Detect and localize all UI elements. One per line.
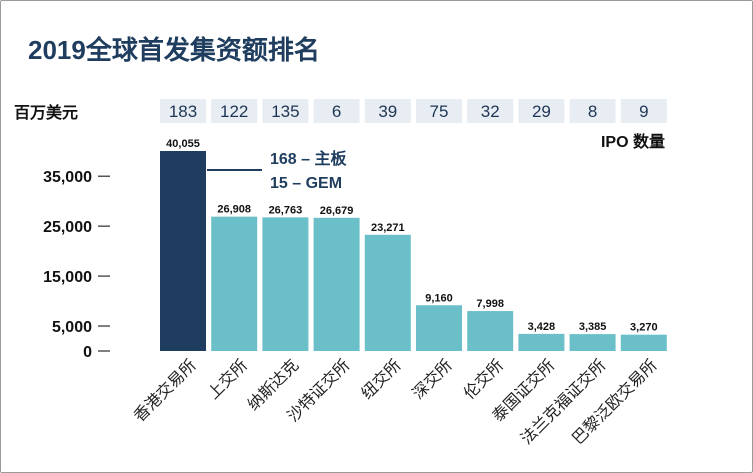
ipo-count-box	[467, 99, 514, 123]
bar	[211, 216, 258, 351]
bar	[262, 217, 309, 351]
category-label: 巴黎泛欧交易所	[569, 356, 661, 448]
y-tick-label: 0	[83, 344, 92, 361]
ipo-count-box	[364, 99, 411, 123]
chart-title: 2019全球首发集资额排名	[28, 35, 320, 65]
bar	[467, 311, 514, 351]
ipo-count-box	[160, 99, 206, 123]
value-label: 7,998	[476, 298, 504, 310]
value-label: 23,271	[371, 222, 405, 234]
ipo-count-box	[262, 99, 309, 123]
bar	[160, 151, 206, 351]
ipo-count-box	[518, 99, 565, 123]
value-label: 40,055	[166, 138, 200, 150]
category-label: 法兰克福证交所	[517, 356, 609, 448]
bar	[569, 334, 616, 351]
value-label: 3,385	[579, 321, 607, 333]
ipo-count: 75	[430, 102, 449, 121]
value-label: 3,270	[630, 322, 658, 334]
y-tick-label: 5,000	[52, 319, 92, 336]
y-axis-unit: 百万美元	[14, 103, 78, 122]
ipo-count-box	[416, 99, 462, 123]
category-label: 伦交所	[460, 356, 507, 403]
annotation-gem: 15 – GEM	[270, 175, 342, 192]
y-tick-label: 25,000	[43, 219, 92, 236]
ipo-count: 39	[378, 102, 397, 121]
ipo-count: 8	[588, 102, 597, 121]
ipo-count: 29	[532, 102, 551, 121]
ipo-count-box	[620, 99, 667, 123]
bar	[364, 234, 411, 351]
ipo-count-box	[211, 99, 258, 123]
value-label: 9,160	[425, 292, 453, 304]
category-label: 深交所	[409, 356, 456, 403]
bars	[160, 151, 667, 351]
ipo-count: 183	[169, 102, 197, 121]
y-tick-label: 15,000	[43, 269, 92, 286]
ipo-count: 6	[332, 102, 341, 121]
annotation-main-board: 168 – 主板	[270, 149, 347, 168]
ipo-count: 122	[220, 102, 248, 121]
ipo-count-row: 183 122 135 6 39 75 32 29 8 9	[160, 99, 667, 123]
bar	[518, 333, 565, 351]
hkex-annotation: 168 – 主板 15 – GEM	[207, 149, 347, 192]
ipo-count-caption: IPO 数量	[601, 132, 665, 151]
bar	[313, 217, 360, 351]
ipo-count-box	[569, 99, 616, 123]
ipo-count: 32	[481, 102, 500, 121]
bar	[416, 305, 462, 351]
category-label: 香港交易所	[131, 356, 200, 425]
ipo-count-box	[313, 99, 360, 123]
value-label: 3,428	[528, 321, 556, 333]
ipo-count: 9	[639, 102, 648, 121]
value-label: 26,763	[269, 204, 303, 216]
ipo-count: 135	[271, 102, 299, 121]
y-axis-ticks: 0 5,000 15,000 25,000 35,000	[43, 169, 110, 361]
value-label: 26,679	[320, 205, 354, 217]
bar	[620, 334, 667, 351]
value-labels: 40,055 26,908 26,763 26,679 23,271 9,160 7,998…	[166, 138, 657, 334]
category-label: 上交所	[204, 356, 251, 403]
value-label: 26,908	[217, 204, 251, 216]
y-tick-label: 35,000	[43, 169, 92, 186]
category-label: 纽交所	[358, 356, 405, 403]
